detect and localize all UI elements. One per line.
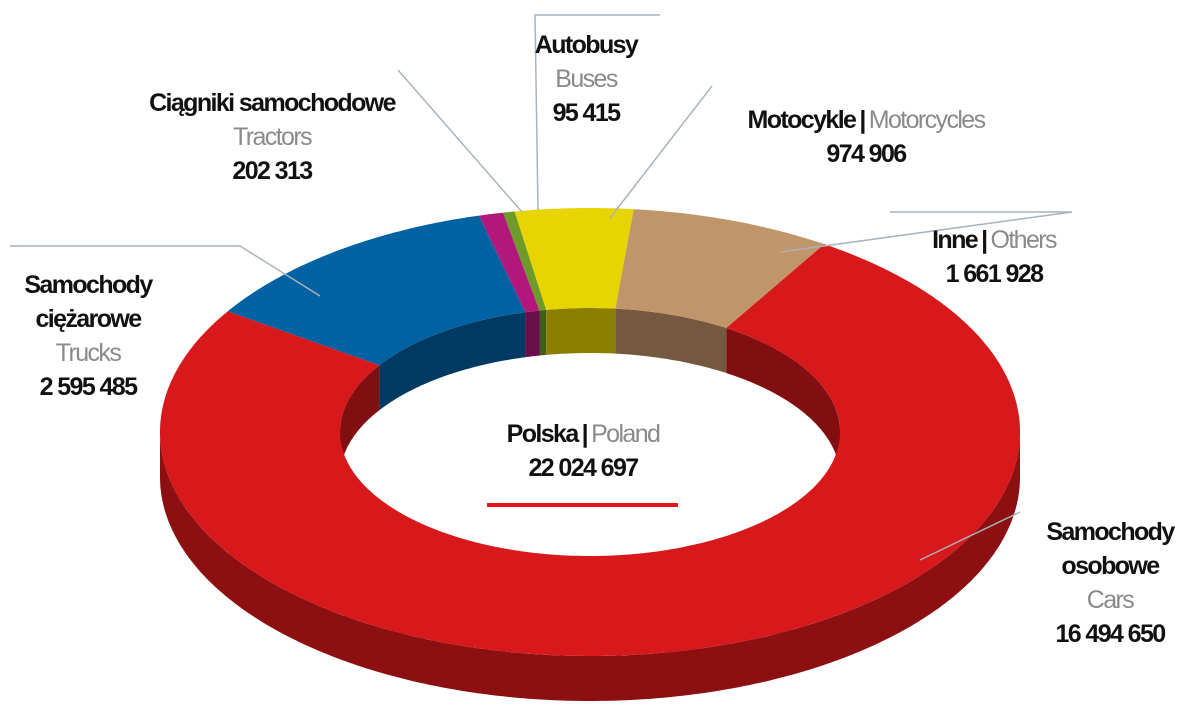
val: 1 661 928	[945, 260, 1044, 288]
inner-wall	[379, 312, 526, 411]
pl: Autobusy	[534, 31, 639, 59]
inner-wall	[525, 310, 540, 358]
pl: Polska	[506, 420, 580, 448]
sep: |	[859, 106, 866, 134]
pl: Inne	[932, 226, 979, 254]
leader-line	[779, 211, 1073, 253]
donut-segment	[503, 211, 547, 311]
leader-line	[10, 245, 321, 297]
name-line: Inne | Others	[894, 223, 1094, 257]
sep: |	[981, 226, 988, 254]
en-line: Buses	[511, 62, 661, 96]
segment-label: Inne | Others 1 661 928	[894, 223, 1094, 291]
outer-wall	[160, 432, 1020, 701]
en: Buses	[555, 65, 618, 93]
en: Cars	[1086, 586, 1135, 614]
pl: Ciągniki samochodowe	[149, 89, 396, 117]
name-line: Polska | Poland	[453, 417, 713, 451]
name-line: Motocykle | Motorcycles	[706, 103, 1026, 137]
en: Motorcycles	[868, 106, 986, 134]
donut-segment	[227, 215, 526, 366]
center-label: Polska | Poland 22 024 697	[453, 417, 713, 485]
name-line: Samochody ciężarowe	[13, 268, 163, 336]
en-line: Tractors	[127, 120, 417, 154]
pl: Motocykle	[747, 106, 856, 134]
en: Poland	[591, 420, 661, 448]
pl: Samochody ciężarowe	[24, 271, 153, 333]
val: 974 906	[826, 140, 907, 168]
val: 22 024 697	[528, 454, 639, 482]
val: 16 494 650	[1055, 620, 1166, 648]
inner-wall	[726, 328, 840, 477]
donut-segment	[615, 209, 825, 328]
en: Tractors	[233, 123, 313, 151]
pl: Samochody osobowe	[1046, 518, 1175, 580]
segment-label: Samochody ciężarowe Trucks 2 595 485	[13, 268, 163, 404]
val: 95 415	[552, 99, 621, 127]
leader-line	[919, 511, 1021, 561]
leader-line	[397, 69, 523, 213]
leader-line	[534, 14, 660, 211]
segment-label: Ciągniki samochodowe Tractors 202 313	[127, 86, 417, 188]
en: Others	[990, 226, 1057, 254]
sep: |	[581, 420, 589, 448]
name-line: Samochody osobowe	[1040, 515, 1180, 583]
segment-label: Motocykle | Motorcycles 974 906	[706, 103, 1026, 171]
leader-line	[609, 85, 713, 219]
inner-wall	[340, 365, 380, 477]
val: 2 595 485	[39, 373, 138, 401]
en-line: Cars	[1040, 583, 1180, 617]
inner-wall	[546, 308, 616, 355]
donut-segment	[479, 212, 540, 313]
segment-label: Samochody osobowe Cars 16 494 650	[1040, 515, 1180, 651]
inner-wall	[615, 308, 727, 373]
en: Trucks	[55, 339, 122, 367]
val: 202 313	[232, 157, 313, 185]
name-line: Ciągniki samochodowe	[127, 86, 417, 120]
name-line: Autobusy	[511, 28, 661, 62]
inner-wall	[539, 309, 547, 356]
donut-segment	[160, 244, 1020, 656]
en-line: Trucks	[13, 336, 163, 370]
donut-segment	[514, 208, 634, 310]
total-underline	[487, 503, 678, 507]
segment-label: Autobusy Buses 95 415	[511, 28, 661, 130]
